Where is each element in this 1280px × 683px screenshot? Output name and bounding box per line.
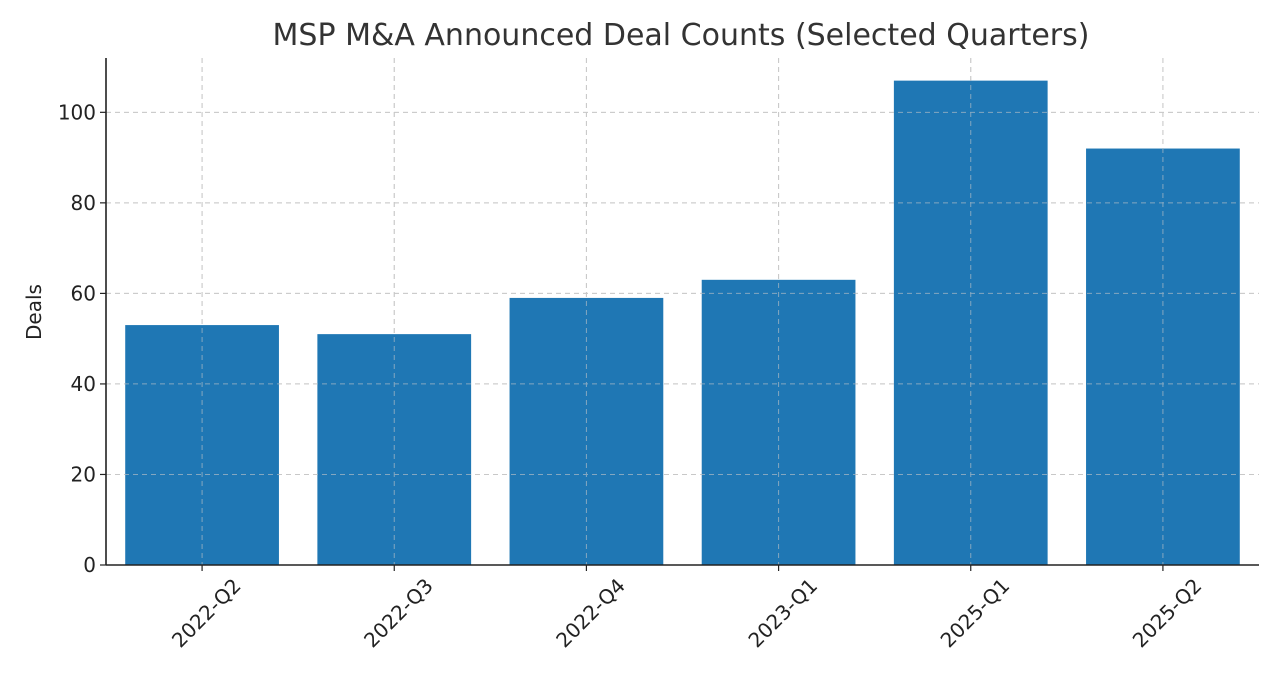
y-tick-label: 20	[71, 462, 96, 486]
x-tick-label: 2022-Q4	[551, 574, 630, 653]
y-tick-labels: 0 20 40 60 80 100	[58, 100, 96, 577]
x-tick-label: 2025-Q1	[936, 574, 1015, 653]
y-tick-label: 100	[58, 100, 96, 124]
x-tick-label: 2025-Q2	[1128, 574, 1207, 653]
x-tick-label: 2022-Q3	[359, 574, 438, 653]
y-tick-label: 80	[71, 191, 96, 215]
grid-overlay	[106, 58, 1259, 565]
y-tick-label: 0	[83, 553, 96, 577]
axis-layer	[100, 58, 1259, 571]
x-tick-label: 2023-Q1	[743, 574, 822, 653]
y-tick-label: 60	[71, 281, 96, 305]
x-tick-labels: 2022-Q2 2022-Q3 2022-Q4 2023-Q1 2025-Q1 2025-…	[167, 574, 1207, 653]
bar-layer	[125, 80, 1240, 566]
x-tick-label: 2022-Q2	[167, 574, 246, 653]
chart-title: MSP M&A Announced Deal Counts (Selected …	[273, 18, 1090, 53]
y-tick-label: 40	[71, 372, 96, 396]
y-axis-label: Deals	[22, 284, 46, 340]
